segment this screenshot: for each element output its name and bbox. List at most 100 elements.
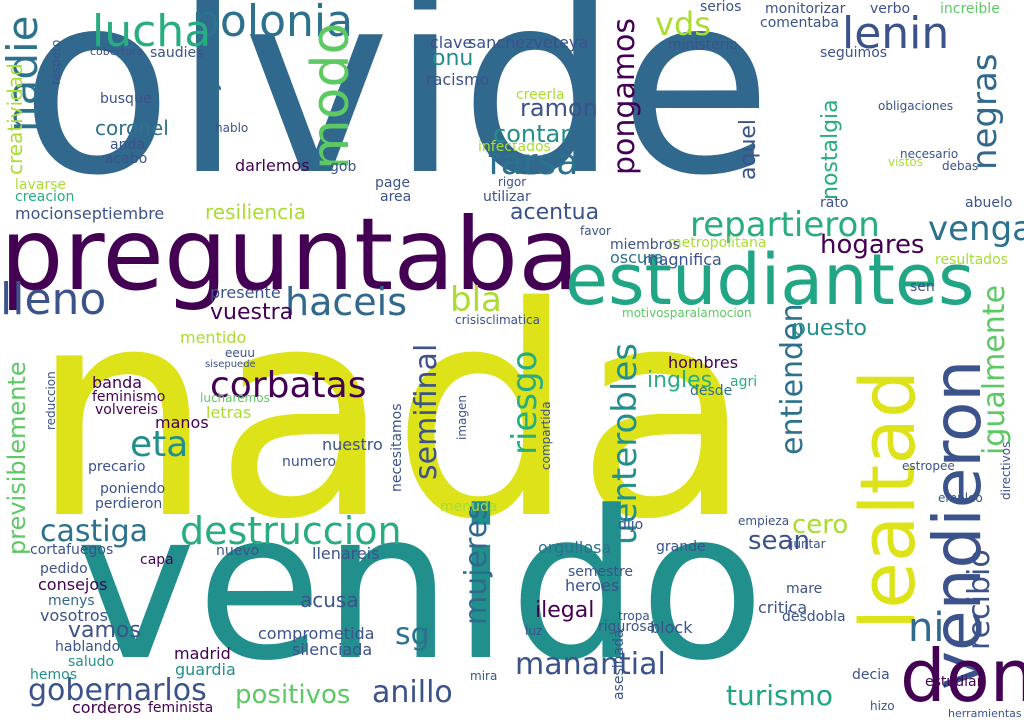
word-ramon: ramon [520, 94, 598, 122]
word-rigurosa: rigurosa [598, 619, 656, 635]
word-acentua: acentua [510, 200, 600, 225]
word-orgullosa: orgullosa [538, 538, 612, 557]
word-haceis: haceis [285, 280, 407, 324]
word-creerla: creerla [516, 87, 565, 103]
word-mira: mira [470, 669, 498, 683]
word-don: don [900, 634, 1024, 718]
word-miembros: miembros [610, 237, 680, 253]
word-creacion: creacion [15, 189, 75, 205]
word-motivosparalamocion: motivosparalamocion [622, 306, 752, 320]
word-acusa: acusa [300, 588, 359, 612]
word-modo: modo [301, 22, 361, 170]
word-ilegal: ilegal [535, 598, 595, 623]
word-block: block [650, 618, 693, 637]
word-utilizar: utilizar [483, 189, 531, 205]
word-creatividad: creatividad [3, 63, 27, 175]
word-anda: anda [110, 137, 145, 153]
word-sg: sg [395, 617, 430, 652]
word-hogares: hogares [820, 230, 925, 260]
word-desdobla: desdobla [782, 609, 846, 625]
word-riesgo: riesgo [505, 350, 545, 455]
word-contar: contar [493, 120, 571, 148]
word-destruccion: destruccion [180, 509, 402, 553]
word-nostalgia: nostalgia [818, 99, 843, 200]
word-saludo: saludo [68, 654, 115, 670]
word-sisepuede: sisepuede [205, 359, 256, 370]
word-empleo: empleo [938, 491, 983, 505]
word-metropolitana: metropolitana [668, 235, 767, 251]
word-sanchezveteya: sanchezveteya [468, 33, 589, 52]
word-ni: ni [908, 605, 945, 651]
word-hablo: hablo [215, 121, 249, 135]
word-castiga: castiga [40, 514, 149, 549]
word-agri: agri [730, 374, 758, 390]
word-uenterobles: uenterobles [605, 343, 645, 545]
word-nada: nada [30, 246, 754, 583]
word-turismo: turismo [726, 679, 834, 712]
word-sean: sean [748, 526, 810, 556]
word-estropee: estropee [902, 459, 955, 473]
word-estudiar: estudiar [925, 674, 983, 690]
word-perdieron: perdieron [95, 496, 163, 512]
word-pedido: pedido [40, 561, 88, 577]
word-ingles: ingles [647, 368, 713, 393]
word-guardia: guardia [175, 660, 236, 679]
word-imagen: imagen [455, 395, 469, 440]
word-olvide: olvide [20, 0, 773, 230]
word-compartida: compartida [539, 401, 553, 470]
word-decia: decia [852, 667, 890, 683]
word-pongamos: pongamos [607, 17, 642, 175]
word-critica: critica [758, 598, 808, 617]
word-acabo: acabo [105, 151, 148, 167]
word-positivos: positivos [235, 680, 351, 710]
word-anillo: anillo [372, 675, 453, 710]
word-necesario: necesario [900, 147, 959, 161]
word-mocionseptiembre: mocionseptiembre [15, 204, 165, 223]
word-mensajes: mensajes [194, 55, 222, 170]
word-nuestro: nuestro [322, 435, 383, 454]
word-comentaba: comentaba [760, 15, 839, 31]
word-repartieron: repartieron [690, 205, 880, 245]
word-obligaciones: obligaciones [878, 99, 954, 113]
word-herramientas: herramientas [948, 707, 1022, 720]
word-bla: bla [450, 280, 502, 320]
word-mentido: mentido [180, 328, 247, 347]
word-gob: gob [330, 159, 357, 175]
word-magnifica: magnifica [643, 250, 722, 269]
word-necesitamos: necesitamos [389, 403, 405, 492]
word-hombres: hombres [668, 353, 739, 372]
word-hablando: hablando [55, 639, 121, 655]
word-letras: letras [206, 403, 252, 422]
word-presente: presente [210, 283, 281, 302]
word-lucha: lucha [92, 6, 212, 57]
word-increible: increible [940, 1, 1000, 17]
word-lealtad: lealtad [843, 369, 932, 630]
word-seguimos: seguimos [820, 45, 888, 61]
word-cortafuegos: cortafuegos [30, 542, 114, 558]
word-heroes: heroes [565, 576, 620, 595]
word-lucharemos: lucharemos [200, 391, 270, 405]
word-juntar: juntar [790, 537, 826, 551]
word-estudiantes: estudiantes [565, 239, 975, 321]
word-gobernarlos: gobernarlos [28, 673, 207, 708]
word-debas: debas [942, 159, 979, 173]
word-poniendo: poniendo [100, 481, 166, 497]
word-precario: precario [88, 459, 146, 475]
word-lleno: lleno [0, 274, 107, 325]
word-comprometida: comprometida [258, 624, 375, 643]
word-llenareis: llenareis [312, 544, 380, 563]
word-manantial: manantial [515, 647, 666, 682]
word-corbatas: corbatas [210, 365, 367, 406]
word-corderos: corderos [72, 698, 142, 717]
word-monitorizar: monitorizar [765, 1, 846, 17]
word-preguntaba: preguntaba [0, 196, 580, 313]
word-menys: menys [48, 593, 95, 609]
word-saudies: saudies [150, 45, 204, 61]
word-asesinada: asesinada [611, 629, 627, 700]
word-volvereis: volvereis [95, 402, 158, 418]
word-dijo: dijo [618, 517, 644, 533]
word-rato: rato [820, 195, 849, 211]
word-vosotros: vosotros [40, 606, 109, 625]
word-semestre: semestre [568, 564, 634, 580]
word-area: area [380, 189, 412, 205]
